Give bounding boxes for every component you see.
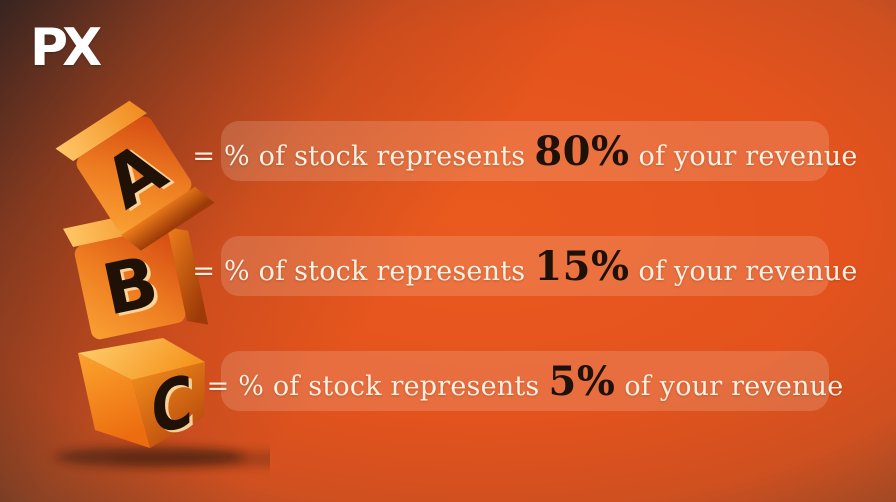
row-a-suffix: of your revenue xyxy=(638,141,858,172)
cube-c-letter-highlight: C xyxy=(154,362,197,454)
row-a-percentage: 80% xyxy=(534,128,630,175)
row-c-prefix: = % of stock represents xyxy=(206,371,540,402)
row-c-percentage: 5% xyxy=(548,358,616,405)
cube-c-letter: C xyxy=(151,360,194,452)
row-a-prefix: = % of stock represents xyxy=(192,141,526,172)
cube-c: C C xyxy=(78,338,205,454)
px-logo: PX xyxy=(30,18,102,78)
row-b-prefix: = % of stock represents xyxy=(192,256,526,287)
revenue-row-b: = % of stock represents 15% of your reve… xyxy=(192,236,857,296)
revenue-row-c: = % of stock represents 5% of your reven… xyxy=(207,351,843,411)
row-b-percentage: 15% xyxy=(534,243,630,290)
row-c-suffix: of your revenue xyxy=(624,371,844,402)
abc-cubes-illustration: C C B B A A xyxy=(55,100,270,467)
cube-a: A A xyxy=(55,100,215,251)
cube-b: B B xyxy=(63,208,209,340)
cube-shadow xyxy=(55,447,270,467)
revenue-row-a: = % of stock represents 80% of your reve… xyxy=(192,121,857,181)
row-b-suffix: of your revenue xyxy=(638,256,858,287)
